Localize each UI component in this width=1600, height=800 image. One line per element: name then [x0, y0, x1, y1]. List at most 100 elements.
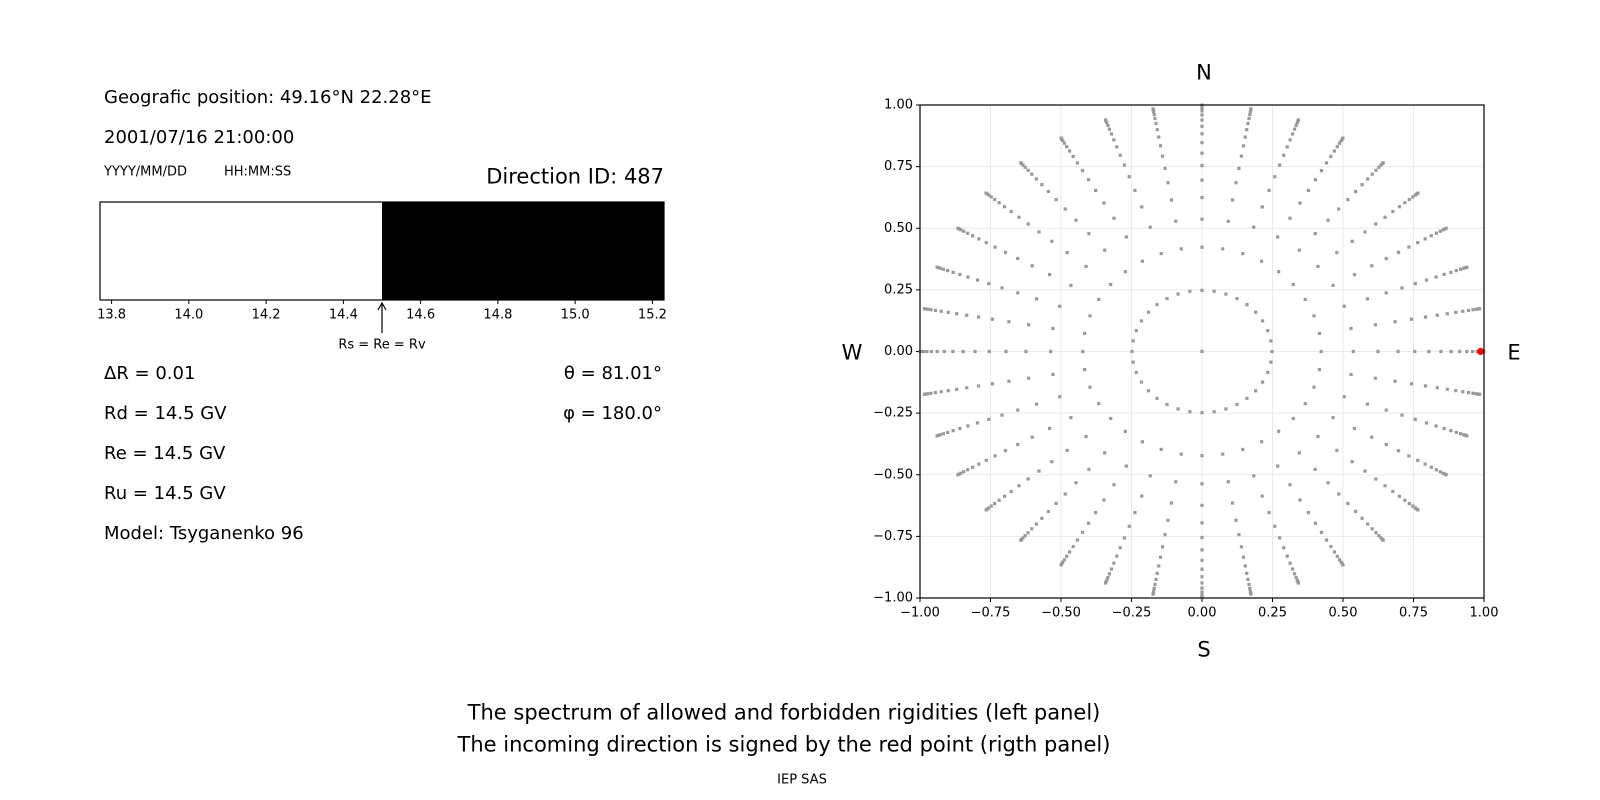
- direction-point: [1241, 251, 1245, 256]
- direction-point: [1326, 481, 1330, 485]
- direction-point: [1046, 189, 1051, 194]
- direction-point: [1350, 460, 1354, 464]
- direction-point: [1051, 372, 1055, 377]
- direction-point: [1337, 558, 1342, 562]
- direction-point: [922, 307, 927, 311]
- direction-point: [1106, 575, 1110, 580]
- direction-point: [1065, 448, 1069, 453]
- direction-point: [1016, 442, 1020, 447]
- direction-point: [1312, 385, 1316, 389]
- direction-point: [984, 458, 988, 462]
- direction-point: [1004, 349, 1008, 354]
- direction-point: [1245, 396, 1249, 400]
- direction-point: [1131, 360, 1135, 364]
- direction-point: [1352, 426, 1357, 431]
- direction-point: [1329, 544, 1333, 549]
- direction-point: [1034, 297, 1039, 301]
- direction-point: [1084, 434, 1088, 439]
- direction-point: [1235, 296, 1239, 301]
- direction-point: [1290, 132, 1295, 136]
- direction-point: [1319, 349, 1323, 354]
- direction-point: [1212, 289, 1216, 293]
- direction-point: [1383, 215, 1387, 219]
- spectrum-tick-label: 13.8: [97, 308, 126, 323]
- x-tick-label: 0.75: [1399, 606, 1428, 621]
- direction-point: [1017, 484, 1021, 488]
- direction-point: [1461, 390, 1465, 394]
- direction-point: [1416, 191, 1420, 195]
- direction-point: [1342, 304, 1346, 308]
- direction-point: [1461, 309, 1465, 313]
- geographic-position: Geografic position: 49.16°N 22.28°E: [104, 87, 432, 108]
- direction-point: [1288, 561, 1292, 565]
- time-format-label: HH:MM:SS: [224, 164, 292, 180]
- direction-point: [1335, 448, 1339, 453]
- direction-point: [993, 501, 997, 506]
- direction-point: [1248, 110, 1252, 114]
- direction-point: [1030, 527, 1034, 531]
- direction-point: [1471, 349, 1475, 354]
- spectrum-segment-1: [382, 202, 664, 300]
- direction-point: [1146, 310, 1151, 314]
- direction-point: [1291, 282, 1295, 287]
- direction-point: [1069, 416, 1073, 420]
- direction-point: [1374, 477, 1378, 481]
- direction-point: [1241, 555, 1246, 559]
- direction-point: [1234, 518, 1238, 522]
- direction-point: [1163, 533, 1167, 537]
- phi-value: φ = 180.0°: [563, 403, 662, 424]
- direction-point: [1342, 395, 1346, 399]
- direction-point: [1267, 510, 1271, 515]
- direction-point: [1075, 161, 1080, 165]
- direction-point: [1339, 560, 1343, 564]
- direction-point: [1397, 494, 1401, 498]
- y-tick-label: 0.00: [884, 344, 913, 359]
- direction-point: [1127, 524, 1131, 528]
- direction-point: [1200, 109, 1204, 113]
- x-tick-label: −0.75: [971, 606, 1011, 621]
- direction-point: [1317, 331, 1322, 336]
- delta-r: ΔR = 0.01: [104, 363, 196, 384]
- spectrum-tick-label: 14.6: [406, 308, 435, 323]
- direction-point: [1413, 193, 1417, 197]
- direction-point: [1335, 250, 1339, 255]
- direction-point: [1442, 272, 1446, 277]
- direction-point: [1434, 231, 1438, 235]
- direction-point: [1296, 118, 1301, 122]
- direction-point: [1396, 449, 1401, 453]
- direction-point: [1200, 558, 1204, 562]
- direction-point: [1065, 250, 1069, 255]
- direction-point: [1424, 421, 1429, 425]
- direction-point: [935, 265, 939, 269]
- direction-point: [1393, 320, 1397, 324]
- direction-point: [1154, 577, 1158, 582]
- direction-point: [1067, 149, 1072, 153]
- direction-point: [1454, 430, 1458, 435]
- direction-point: [946, 268, 950, 273]
- direction-point: [1026, 477, 1030, 481]
- direction-point: [1200, 454, 1204, 458]
- y-tick-label: 1.00: [884, 98, 913, 113]
- direction-point: [993, 197, 997, 202]
- direction-point: [997, 498, 1001, 502]
- direction-point: [939, 390, 943, 394]
- direction-point: [1050, 239, 1054, 243]
- direction-point: [1277, 270, 1281, 274]
- direction-point: [1352, 272, 1357, 277]
- direction-point: [939, 309, 943, 313]
- direction-point: [1449, 429, 1453, 433]
- direction-point: [975, 278, 980, 282]
- direction-point: [1413, 417, 1417, 421]
- direction-point: [1003, 205, 1007, 209]
- direction-point: [1109, 282, 1113, 287]
- direction-point: [1253, 389, 1258, 393]
- direction-point: [1324, 161, 1329, 165]
- direction-point: [1434, 468, 1438, 472]
- direction-point: [1365, 402, 1370, 406]
- direction-point: [1047, 426, 1052, 431]
- direction-point: [1246, 121, 1250, 126]
- direction-point: [1097, 297, 1101, 301]
- direction-point: [993, 245, 997, 249]
- direction-point: [1317, 367, 1322, 372]
- direction-point: [1245, 303, 1249, 307]
